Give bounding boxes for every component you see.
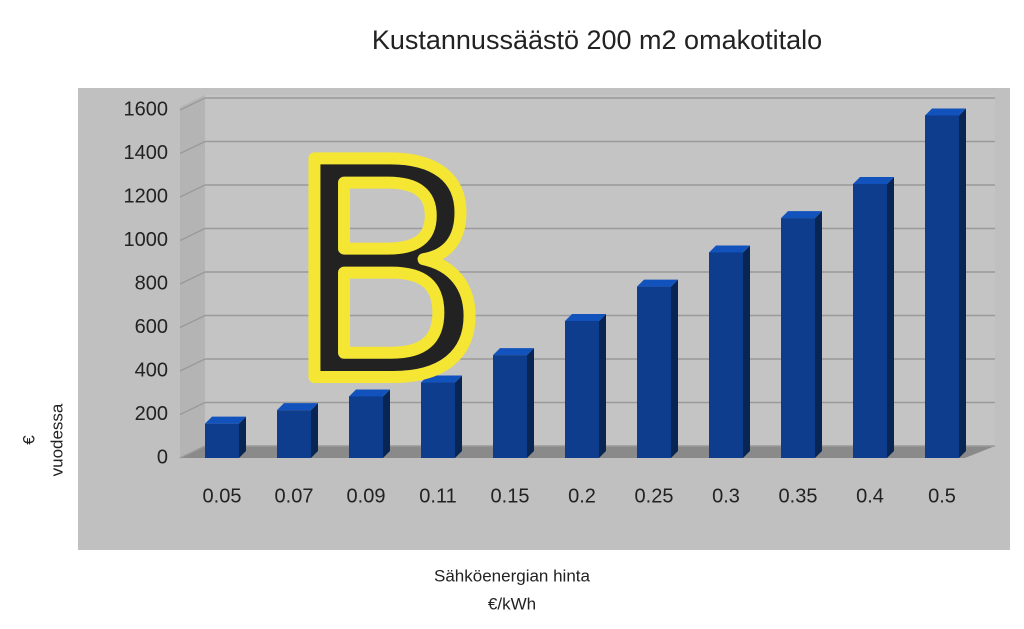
bar-front <box>709 252 743 458</box>
bar <box>637 279 678 458</box>
x-tick-label: 0.3 <box>712 485 740 507</box>
grid-line <box>179 97 206 111</box>
bar <box>277 403 318 458</box>
grid-line <box>179 358 206 372</box>
bar-side <box>311 403 318 458</box>
x-tick-label: 0.15 <box>491 485 530 507</box>
bar-top <box>349 389 390 397</box>
bar <box>421 375 462 458</box>
bar-top <box>637 279 678 287</box>
bar-front <box>565 320 599 458</box>
bar-top <box>205 416 246 424</box>
y-tick-label: 1000 <box>124 229 169 251</box>
x-tick-label: 0.5 <box>928 485 956 507</box>
bar <box>853 176 894 458</box>
bar <box>493 348 534 458</box>
bar-top <box>565 313 606 321</box>
bar-front <box>349 396 383 458</box>
grid-line <box>179 445 206 459</box>
bar-top <box>925 108 966 116</box>
grid-line <box>179 227 206 242</box>
y-tick-label: 800 <box>135 272 168 294</box>
bar-side <box>671 279 678 458</box>
bar-side <box>815 211 822 458</box>
bar <box>205 416 246 458</box>
x-tick-label: 0.09 <box>347 485 386 507</box>
x-axis-label: Sähköenergian hinta <box>434 566 591 585</box>
x-tick-label: 0.05 <box>203 485 242 507</box>
bar-top <box>781 211 822 219</box>
bar <box>925 108 966 458</box>
bar-side <box>959 108 966 458</box>
bar-front <box>205 423 239 458</box>
x-tick-label: 0.35 <box>779 485 818 507</box>
x-tick-label: 0.4 <box>856 485 884 507</box>
bar-top <box>421 375 462 383</box>
y-axis-label: vuodessa <box>47 403 66 476</box>
x-tick-label: 0.11 <box>419 485 456 507</box>
grid-line <box>179 401 206 416</box>
y-tick-label: 1200 <box>124 185 169 207</box>
bar-front <box>925 115 959 458</box>
y-tick-label: 1600 <box>124 98 169 120</box>
x-axis-label: €/kWh <box>488 594 536 613</box>
bar-side <box>743 245 750 458</box>
y-axis-label: € <box>19 435 38 445</box>
bar-side <box>239 416 246 458</box>
bar-side <box>599 313 606 458</box>
bar-side <box>455 375 462 458</box>
plot: 0 200 400 600 800 1000 1200 1400 1600 0.05 0.07 0.0… <box>124 97 995 507</box>
x-tick-label: 0.07 <box>275 485 314 507</box>
y-tick-label: 400 <box>135 359 168 381</box>
bar-top <box>277 403 318 411</box>
x-tick-label: 0.2 <box>568 485 596 507</box>
bar-front <box>493 355 527 458</box>
y-tick-label: 0 <box>157 446 168 468</box>
bar-top <box>493 348 534 356</box>
bar-front <box>421 382 455 458</box>
bar-side <box>887 176 894 458</box>
bar-top <box>853 176 894 184</box>
bar-side <box>383 389 390 458</box>
grid-line <box>179 314 206 329</box>
bar-front <box>277 410 311 458</box>
bar-front <box>853 183 887 458</box>
y-tick-label: 200 <box>135 403 168 425</box>
y-tick-label: 600 <box>135 316 168 338</box>
grid-line <box>179 271 206 285</box>
grid-line <box>179 140 206 155</box>
y-tick-label: 1400 <box>124 142 169 164</box>
bar-front <box>781 218 815 458</box>
bar-side <box>527 348 534 458</box>
bar <box>709 245 750 458</box>
bar <box>565 313 606 458</box>
grid-line <box>179 184 206 198</box>
bar <box>781 211 822 458</box>
bar-front <box>637 286 671 458</box>
bar <box>349 389 390 458</box>
x-tick-label: 0.25 <box>635 485 674 507</box>
chart-title: Kustannussäästö 200 m2 omakotitalo <box>372 25 822 55</box>
annotation: B <box>285 99 491 448</box>
bar-top <box>709 245 750 253</box>
